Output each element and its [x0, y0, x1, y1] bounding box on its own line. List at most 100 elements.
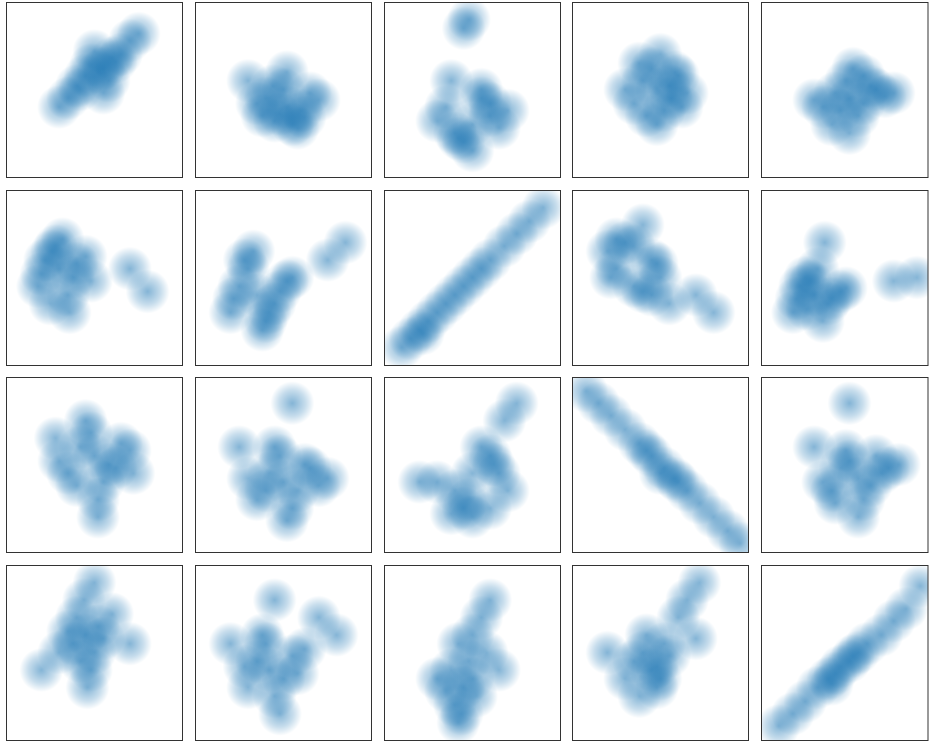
scatter-point — [270, 381, 315, 426]
panel — [415, 2, 530, 173]
scatter-point — [305, 456, 350, 501]
scatter-point — [446, 477, 491, 522]
panel — [770, 220, 929, 344]
scatter-point — [217, 425, 262, 469]
scatter-point — [521, 190, 561, 230]
scatter-point — [231, 229, 276, 274]
scatter-point — [624, 428, 669, 473]
scatter-point — [718, 521, 749, 552]
scatter-point — [282, 95, 327, 140]
scatter-point — [677, 565, 722, 605]
panel — [572, 377, 749, 552]
scatter-point — [107, 621, 152, 666]
scatter-point — [76, 495, 121, 539]
panel-frame — [195, 190, 372, 366]
scatter-point — [827, 111, 872, 156]
scatter-point — [656, 460, 701, 504]
scatter-point — [72, 565, 117, 605]
scatter-point — [81, 71, 126, 115]
scatter-point — [252, 578, 297, 622]
panel-frame — [384, 565, 561, 741]
panel — [603, 32, 710, 147]
scatter-point — [446, 2, 491, 42]
panel-frame — [195, 565, 372, 741]
scatter-point — [33, 416, 78, 461]
scatter-point — [585, 630, 630, 675]
panel-frame — [195, 377, 372, 553]
panel-frame — [572, 2, 749, 178]
scatter-point — [823, 266, 868, 310]
scatter-point — [617, 41, 662, 86]
scatter-point — [19, 648, 64, 692]
panel — [397, 381, 539, 539]
panel-frame — [6, 565, 183, 741]
panel — [792, 46, 916, 156]
scatter-point — [691, 290, 736, 335]
scatter-point — [471, 442, 516, 487]
panel-frame — [761, 2, 929, 178]
scatter-point — [831, 634, 876, 678]
panel — [15, 217, 170, 335]
scatter-point — [243, 468, 288, 513]
panel-frame — [195, 2, 372, 178]
scatter-point — [634, 241, 679, 286]
scatter-point — [673, 616, 718, 661]
scatter-point — [802, 220, 847, 265]
panel — [792, 381, 922, 539]
scatter-point — [54, 463, 99, 508]
scatter-point — [477, 648, 522, 692]
scatter-point — [436, 700, 481, 740]
scatter-point — [588, 255, 633, 300]
panel-frame — [572, 377, 749, 553]
panel — [208, 220, 368, 352]
panel-frame — [572, 565, 749, 741]
scatter-point — [894, 255, 929, 300]
scatter-point — [47, 290, 92, 335]
scatter-point — [620, 203, 665, 247]
panel-frame — [384, 2, 561, 178]
scatter-point — [314, 613, 359, 657]
panel-frame — [6, 377, 183, 553]
scatter-point — [265, 50, 310, 94]
panel — [37, 11, 161, 129]
scatter-point — [450, 613, 495, 657]
scatter-point — [65, 665, 110, 710]
scatter-point — [792, 425, 837, 469]
scatter-point — [898, 565, 929, 608]
panel — [585, 203, 736, 335]
scatter-point — [125, 269, 170, 314]
panel — [217, 381, 350, 543]
scatter-point — [68, 259, 113, 303]
panel-frame — [572, 190, 749, 366]
scatter-point — [208, 621, 253, 666]
scatter-point — [247, 290, 292, 335]
panel — [19, 565, 152, 710]
panel-frame — [6, 2, 183, 178]
panel-frame — [384, 377, 561, 553]
scatter-point — [270, 255, 315, 300]
scatter-point — [30, 229, 75, 274]
scatter-point — [257, 691, 302, 736]
scatter-point — [111, 451, 156, 496]
scatter-point — [436, 116, 481, 161]
panel — [208, 578, 359, 736]
scatter-point — [785, 287, 830, 331]
scatter-point — [400, 311, 445, 356]
scatter-point — [211, 276, 256, 321]
panel-frame — [761, 377, 929, 553]
scatter-point — [468, 578, 513, 622]
panel-frame — [761, 565, 929, 741]
scatter-point — [397, 460, 442, 504]
scatter-point — [429, 58, 474, 103]
panel — [761, 565, 929, 740]
scatter-point — [323, 220, 368, 265]
scatter-point — [494, 381, 539, 426]
panel — [33, 398, 156, 539]
panel-frame — [384, 190, 561, 366]
scatter-point — [634, 644, 679, 689]
scatter-point — [877, 442, 922, 487]
scatter-point — [827, 381, 872, 426]
scatter-point — [415, 656, 460, 701]
